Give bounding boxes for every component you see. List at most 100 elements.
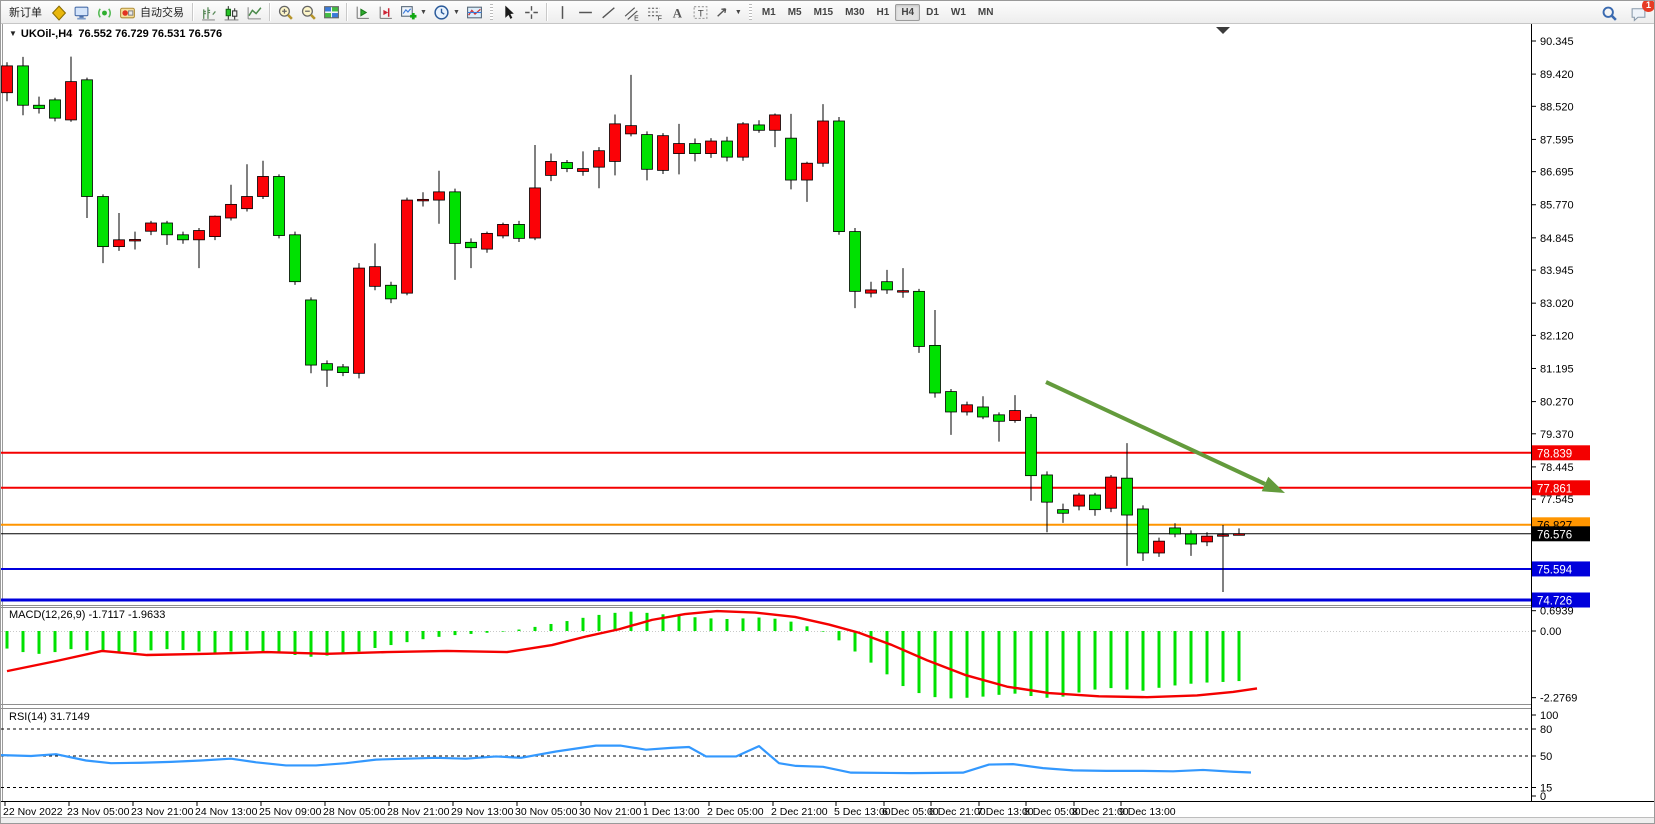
- zoom-in-button[interactable]: [274, 1, 297, 23]
- candle-body: [641, 134, 653, 170]
- cursor-button[interactable]: [497, 1, 520, 23]
- terminal-button[interactable]: [70, 1, 93, 23]
- chart-shift-button[interactable]: [374, 1, 397, 23]
- shapes-dropdown[interactable]: ▼: [712, 1, 745, 23]
- linechart-icon: [247, 6, 262, 19]
- crosshair-button[interactable]: [520, 1, 543, 23]
- candle-body: [1, 65, 13, 94]
- candle-body: [545, 161, 557, 176]
- auto-scroll-button[interactable]: [351, 1, 374, 23]
- fibonacci-button[interactable]: F: [643, 1, 666, 23]
- notifications-button[interactable]: 1: [1627, 1, 1654, 24]
- svg-text:E: E: [634, 15, 639, 21]
- toolbar-separator: [545, 3, 548, 21]
- candlestick-button[interactable]: [220, 1, 243, 23]
- text-a-icon: A: [673, 6, 683, 20]
- timeframe-h1-button[interactable]: H1: [876, 6, 890, 18]
- chart-shift-marker[interactable]: [1216, 27, 1230, 34]
- panel-divider[interactable]: [1, 605, 1655, 608]
- price-tick-label: 87.595: [1540, 134, 1574, 146]
- candle-body: [673, 143, 685, 154]
- candle-body: [785, 137, 797, 181]
- profiles-dropdown[interactable]: ▼: [430, 1, 463, 23]
- signals-button[interactable]: [93, 1, 116, 23]
- candle-body: [625, 125, 637, 135]
- shapes-icon: [717, 7, 727, 17]
- trendline-button[interactable]: [597, 1, 620, 23]
- candle-body: [1057, 509, 1069, 514]
- price-level-chip: 75.594: [1532, 561, 1590, 577]
- trend-arrow-annotation[interactable]: [1045, 380, 1285, 493]
- candle-body: [897, 290, 909, 293]
- autotrade-button[interactable]: 自动交易: [116, 1, 189, 23]
- timeframe-h4-button[interactable]: H4: [895, 3, 921, 21]
- price-axis[interactable]: 90.345 89.420 88.520 87.595 86.695 85.770 84.8…: [1531, 24, 1655, 803]
- timeframe-m5-button[interactable]: M5: [787, 6, 802, 18]
- label-button[interactable]: T: [689, 1, 712, 23]
- time-tick-label: 1 Dec 13:00: [643, 806, 700, 818]
- horizontal-line-button[interactable]: [574, 1, 597, 23]
- toolbar-separator: [192, 3, 194, 21]
- candle-body: [97, 196, 109, 248]
- timeframe-w1-button[interactable]: W1: [950, 6, 966, 18]
- time-tick-label: 29 Nov 13:00: [451, 806, 514, 818]
- collapse-chart-icon[interactable]: ▼: [9, 29, 17, 38]
- text-button[interactable]: A: [666, 1, 689, 23]
- timeframe-mn-button[interactable]: MN: [977, 6, 994, 18]
- time-axis[interactable]: 22 Nov 2022 23 Nov 05:00 23 Nov 21:00 24 No…: [1, 801, 1655, 819]
- vertical-line-button[interactable]: [551, 1, 574, 23]
- rsi-scale-label: 15: [1540, 783, 1552, 795]
- bar-chart-button[interactable]: [197, 1, 220, 23]
- new-order-button[interactable]: 新订单: [4, 1, 47, 23]
- toolbar-grip[interactable]: [748, 4, 752, 20]
- line-chart-button[interactable]: [243, 1, 266, 23]
- candle-body: [945, 391, 957, 413]
- macd-scale-label: -2.2769: [1540, 693, 1577, 705]
- macd-panel[interactable]: [1, 609, 1531, 699]
- candle-body: [753, 124, 765, 131]
- candle-body: [817, 120, 829, 164]
- price-level-chip: 77.861: [1532, 480, 1590, 496]
- rsi-scale-label: 100: [1540, 710, 1558, 722]
- timeframe-m1-button[interactable]: M1: [761, 6, 776, 18]
- candle-body: [993, 414, 1005, 422]
- rsi-scale-label: 80: [1540, 724, 1552, 736]
- tile-windows-button[interactable]: [320, 1, 343, 23]
- time-tick-label: 24 Nov 13:00: [195, 806, 258, 818]
- monitor-icon: [74, 6, 89, 20]
- zoom-out-button[interactable]: [297, 1, 320, 23]
- toolbar-grip[interactable]: [489, 4, 493, 20]
- panel-divider[interactable]: [1, 704, 1655, 709]
- candle-body: [705, 140, 717, 154]
- price-level-chip: 76.576: [1532, 526, 1590, 542]
- zoom-in-icon: [278, 5, 293, 20]
- time-tick-label: 22 Nov 2022: [3, 806, 63, 818]
- channel-button[interactable]: E: [620, 1, 643, 23]
- timeframe-d1-button[interactable]: D1: [926, 6, 939, 18]
- candle-body: [1025, 416, 1037, 477]
- rsi-panel[interactable]: [1, 728, 1531, 788]
- rsi-name: RSI(14): [9, 711, 47, 723]
- candle-body: [801, 162, 813, 181]
- templates-button[interactable]: [463, 1, 486, 23]
- candle-body: [1217, 534, 1229, 537]
- candle-body: [161, 222, 173, 236]
- toolbar: 新订单 自动交易 ▼ ▼ E F A T ▼ M1 M5 M15 M30 H1 H4 D1 W1 MN 1: [1, 1, 1654, 24]
- candle-body: [913, 290, 925, 347]
- rsi-line: [1, 744, 1252, 775]
- timeframe-m30-button[interactable]: M30: [845, 6, 865, 18]
- trendline-icon: [602, 6, 615, 18]
- price-tick-label: 85.770: [1540, 200, 1574, 212]
- price-tick-label: 79.370: [1540, 429, 1574, 441]
- new-chart-dropdown[interactable]: ▼: [397, 1, 430, 23]
- candle-body: [81, 79, 93, 197]
- search-button[interactable]: [1598, 2, 1621, 24]
- notification-badge: 1: [1642, 1, 1654, 12]
- mql-wizard-button[interactable]: [47, 1, 70, 23]
- timeframe-m15-button[interactable]: M15: [813, 6, 834, 18]
- candle-body: [1041, 474, 1053, 503]
- new-order-button-label: 新订单: [9, 7, 42, 19]
- time-tick-label: 7 Dec 13:00: [977, 806, 1034, 818]
